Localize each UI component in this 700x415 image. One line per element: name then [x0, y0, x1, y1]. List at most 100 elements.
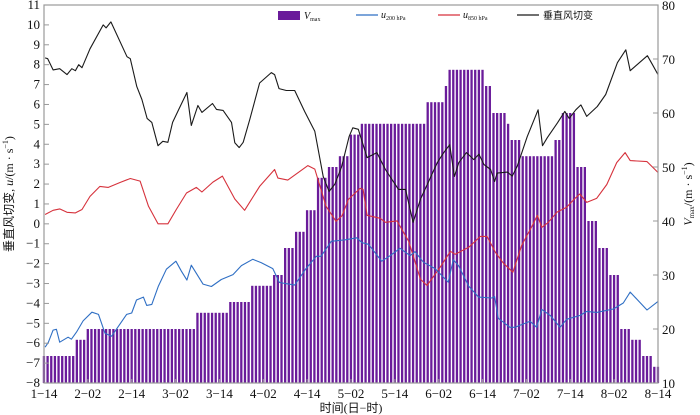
vmax-bar — [115, 329, 119, 383]
vmax-bar — [459, 69, 462, 384]
u850-line — [44, 152, 659, 287]
vmax-bar — [276, 275, 279, 383]
y-left-tick-label: −3 — [26, 276, 40, 291]
vmax-bar — [148, 329, 152, 383]
vmax-bar — [236, 302, 239, 383]
y-right-tick-label: 40 — [662, 214, 675, 229]
vmax-bar — [178, 329, 181, 383]
x-tick-label: 5−14 — [381, 386, 408, 401]
vmax-bar — [145, 329, 148, 383]
vmax-bar — [550, 156, 554, 383]
vmax-bar — [517, 140, 521, 383]
y-left-tick-label: 10 — [27, 17, 40, 32]
vmax-bar — [167, 329, 170, 383]
vmax-bar — [580, 167, 583, 383]
vmax-bar — [265, 285, 269, 383]
vmax-bar — [192, 329, 195, 383]
vmax-bar — [444, 86, 448, 383]
vmax-bar — [554, 140, 557, 383]
vmax-bar — [561, 113, 565, 383]
x-tick-label: 7−02 — [513, 386, 540, 401]
vmax-bar — [68, 356, 71, 383]
vmax-bar — [210, 312, 214, 383]
x-tick-label: 6−02 — [425, 386, 452, 401]
vmax-bar — [50, 356, 53, 383]
vmax-bar — [243, 302, 247, 383]
vmax-bar — [452, 69, 455, 384]
vmax-bar — [72, 356, 75, 383]
vmax-bar — [123, 329, 126, 383]
vmax-bar — [119, 329, 122, 383]
vmax-bar — [335, 167, 338, 383]
vmax-bar — [97, 329, 100, 383]
vmax-bar — [353, 134, 356, 383]
vmax-bar — [382, 123, 385, 384]
vmax-bar — [463, 69, 466, 384]
vmax-bar — [620, 329, 623, 383]
vmax-bar — [375, 123, 378, 384]
vmax-bar — [485, 86, 488, 383]
vmax-bar — [112, 329, 115, 383]
x-tick-label: 7−14 — [557, 386, 584, 401]
vmax-bar — [331, 167, 334, 383]
vmax-bar — [638, 339, 641, 383]
u200-line — [44, 237, 659, 348]
vmax-bar — [653, 366, 656, 383]
vmax-bar — [141, 329, 144, 383]
y-right-tick-label: 80 — [662, 0, 675, 13]
legend-label-u850: u850 hPa — [463, 10, 488, 22]
shear-line — [44, 21, 659, 223]
x-tick-label: 2−02 — [74, 386, 101, 401]
vmax-bar — [364, 123, 367, 384]
vmax-bar — [346, 156, 349, 383]
y-right-tick-label: 10 — [662, 376, 675, 391]
vmax-bar — [61, 356, 64, 383]
vmax-bar — [612, 275, 616, 383]
vmax-bar — [583, 167, 586, 383]
vmax-bar — [397, 123, 400, 384]
y-left-tick-label: −7 — [26, 355, 40, 370]
vmax-bar — [631, 339, 634, 383]
vmax-bar — [64, 356, 68, 383]
y-left-tick-label: −4 — [26, 295, 40, 310]
vmax-bar — [305, 210, 309, 383]
vmax-bar — [521, 156, 524, 383]
vmax-bar — [569, 113, 572, 383]
vmax-bar — [218, 312, 221, 383]
vmax-bar — [229, 302, 232, 383]
vmax-bar — [433, 102, 437, 383]
vmax-bar — [130, 329, 133, 383]
vmax-bar — [214, 312, 217, 383]
vmax-bar — [532, 156, 535, 383]
x-tick-label: 1−14 — [31, 386, 58, 401]
vmax-bar — [572, 113, 576, 383]
vmax-bar — [514, 140, 517, 383]
vmax-bar — [320, 177, 323, 383]
vmax-bar — [466, 69, 470, 384]
vmax-bar — [547, 156, 550, 383]
y-left-tick-label: 7 — [34, 77, 41, 92]
y-right-tick-label: 30 — [662, 268, 675, 283]
vmax-bar — [57, 356, 60, 383]
vmax-bar — [503, 113, 506, 383]
y-left-tick-label: 3 — [34, 156, 41, 171]
vmax-bar — [298, 231, 301, 383]
y-left-tick-label: −5 — [26, 315, 40, 330]
y-right-tick-label: 70 — [662, 52, 675, 67]
vmax-bar — [528, 156, 532, 383]
vmax-bar — [594, 221, 597, 383]
vmax-bar — [83, 339, 86, 383]
vmax-bar — [159, 329, 163, 383]
vmax-bar — [79, 339, 82, 383]
vmax-bar — [258, 285, 261, 383]
vmax-bar — [448, 69, 451, 384]
y-left-tick-label: −1 — [26, 236, 40, 251]
vmax-bar — [642, 356, 645, 383]
y-left-tick-label: −8 — [26, 375, 40, 390]
y-left-tick-label: 4 — [34, 136, 41, 151]
vmax-bar — [156, 329, 159, 383]
vmax-bar — [75, 339, 78, 383]
vmax-bar — [196, 312, 199, 383]
vmax-bar — [93, 329, 97, 383]
